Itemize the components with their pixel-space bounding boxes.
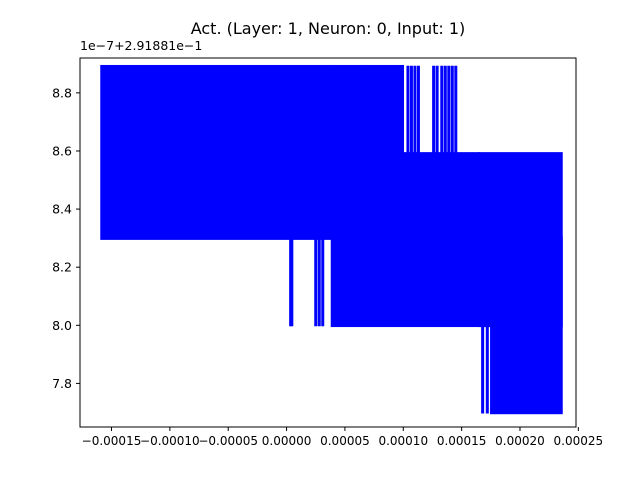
x-axis: −0.00015−0.00010−0.00005 0.00000 0.00005 0.… (82, 427, 603, 448)
y-tick-label: 8.0 (52, 318, 72, 333)
x-tick-label: 0.00005 (320, 434, 370, 448)
x-tick-label: −0.00010 (140, 434, 200, 448)
x-tick-label: −0.00015 (82, 434, 142, 448)
x-tick-label: 0.00025 (554, 434, 604, 448)
y-axis: 7.8 8.0 8.2 8.4 8.6 8.8 (52, 85, 80, 391)
series-band (362, 64, 405, 240)
plot-area (100, 64, 563, 415)
x-tick-label: 0.00015 (437, 434, 487, 448)
x-tick-label: 0.00000 (262, 434, 312, 448)
series-band (330, 236, 492, 328)
series-band (100, 64, 333, 240)
y-axis-offset-label: 1e−7+2.91881e−1 (80, 38, 202, 53)
x-tick-label: 0.00020 (495, 434, 545, 448)
y-tick-label: 7.8 (52, 376, 72, 391)
x-tick-label: 0.00010 (378, 434, 428, 448)
series-band (490, 236, 563, 415)
y-tick-label: 8.6 (52, 143, 72, 158)
y-tick-label: 8.8 (52, 85, 72, 100)
y-tick-label: 8.2 (52, 260, 72, 275)
series-band (330, 64, 365, 240)
x-tick-label: −0.00005 (198, 434, 258, 448)
chart-title: Act. (Layer: 1, Neuron: 0, Input: 1) (191, 19, 466, 38)
axes-frame (79, 57, 577, 428)
y-tick-label: 8.4 (52, 202, 72, 217)
